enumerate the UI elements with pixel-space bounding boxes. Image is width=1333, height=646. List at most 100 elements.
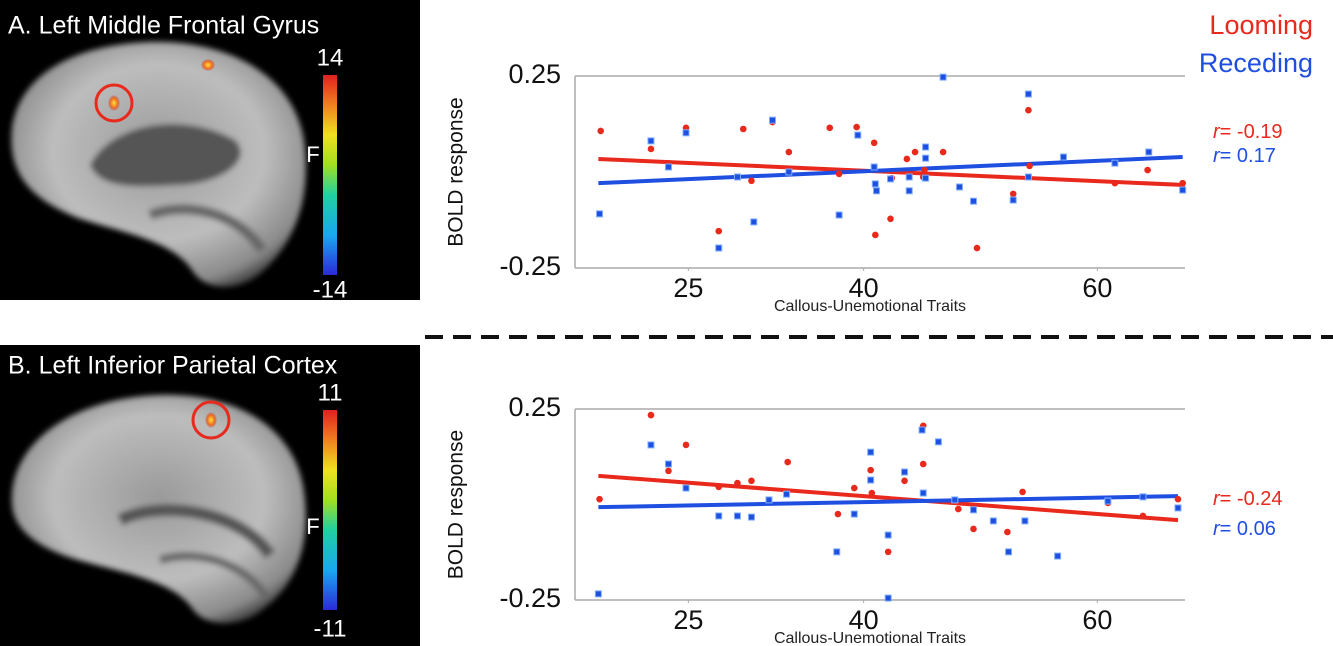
data-point (1175, 496, 1182, 503)
data-point (920, 461, 927, 468)
data-point (1026, 163, 1033, 170)
y-tick-label: -0.25 (499, 251, 561, 281)
colorbar-min: -14 (313, 276, 348, 303)
data-point (1105, 498, 1111, 504)
data-point (748, 478, 755, 485)
y-tick-label: -0.25 (499, 583, 561, 613)
data-point (665, 461, 671, 467)
data-point (683, 485, 689, 491)
data-point (1025, 174, 1031, 180)
data-point (906, 188, 912, 194)
x-tick-label: 60 (1082, 605, 1112, 635)
data-point (1010, 191, 1017, 198)
data-point (1055, 553, 1061, 559)
data-point (872, 181, 878, 187)
correlation-value: = 0.17 (1220, 145, 1276, 167)
data-point (921, 167, 928, 174)
panel-title: A. Left Middle Frontal Gyrus (8, 12, 319, 40)
colorbar-min: -11 (314, 615, 347, 642)
data-point (836, 212, 842, 218)
activation-blob (205, 412, 217, 428)
data-point (906, 174, 912, 180)
data-point (873, 188, 879, 194)
x-tick-label: 60 (1082, 273, 1112, 303)
data-point (1112, 180, 1119, 187)
data-point (912, 149, 919, 156)
activation-blob (108, 95, 120, 111)
data-point (901, 478, 908, 485)
data-point (872, 232, 879, 239)
data-point (1144, 167, 1151, 174)
data-point (970, 526, 977, 533)
data-point (955, 506, 962, 513)
data-point (784, 459, 791, 466)
data-point (853, 124, 860, 131)
colorbar-label: F (306, 142, 319, 167)
data-point (851, 485, 858, 492)
data-point (748, 514, 754, 520)
data-point (734, 174, 740, 180)
data-point (887, 216, 894, 223)
correlation-label: r= 0.06 (1213, 518, 1276, 540)
data-point (970, 507, 976, 513)
data-point (923, 144, 929, 150)
correlation-label: r= -0.24 (1213, 488, 1283, 510)
data-point (902, 469, 908, 475)
data-point (715, 484, 722, 491)
data-point (970, 198, 976, 204)
y-axis-title: BOLD response (445, 97, 468, 246)
brain-panel-a: A. Left Middle Frontal Gyrus 14 -14 F (0, 0, 420, 303)
data-point (826, 125, 833, 132)
data-point (885, 595, 891, 601)
data-point (597, 211, 603, 217)
data-point (923, 175, 929, 181)
data-point (648, 146, 655, 153)
data-point (784, 491, 790, 497)
y-axis-title: BOLD response (445, 430, 468, 579)
data-point (920, 490, 926, 496)
data-point (596, 496, 603, 503)
activation-blob (201, 59, 215, 71)
data-point (1025, 107, 1032, 114)
data-point (734, 513, 740, 519)
data-point (1022, 518, 1028, 524)
data-point (1180, 187, 1186, 193)
data-point (904, 156, 911, 163)
data-point (1179, 180, 1186, 187)
data-point (871, 164, 877, 170)
data-point (1140, 513, 1147, 520)
data-point (836, 171, 843, 178)
data-point (851, 511, 857, 517)
data-point (1060, 154, 1066, 160)
data-point (740, 126, 747, 133)
data-point (748, 178, 755, 185)
data-point (940, 74, 946, 80)
data-point (648, 442, 654, 448)
data-point (716, 245, 722, 251)
data-point (683, 442, 690, 449)
data-point (1140, 494, 1146, 500)
colorbar-max: 11 (318, 379, 343, 406)
correlation-value: = 0.06 (1220, 518, 1276, 540)
data-point (835, 511, 842, 518)
figure: A. Left Middle Frontal Gyrus 14 -14 F B.… (0, 0, 1333, 646)
data-point (786, 169, 792, 175)
data-point (1175, 505, 1181, 511)
data-point (869, 490, 876, 497)
data-point (715, 228, 722, 235)
legend-entry: Looming (1209, 10, 1313, 40)
data-point (885, 549, 892, 556)
correlation-value: = -0.24 (1220, 488, 1283, 510)
correlation-label: r= -0.19 (1213, 121, 1283, 143)
data-point (648, 138, 654, 144)
colorbar-label: F (306, 514, 319, 539)
data-point (766, 497, 772, 503)
data-point (867, 467, 874, 474)
x-axis-title: Callous-Unemotional Traits (774, 630, 966, 646)
data-point (595, 591, 601, 597)
data-point (871, 140, 878, 147)
colorbar (323, 75, 337, 275)
data-point (1010, 197, 1016, 203)
data-point (919, 427, 925, 433)
data-point (1006, 549, 1012, 555)
